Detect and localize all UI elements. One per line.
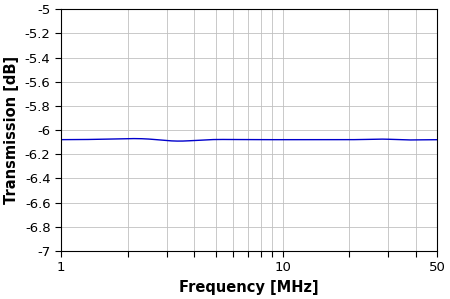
X-axis label: Frequency [MHz]: Frequency [MHz]: [180, 280, 319, 295]
Y-axis label: Transmission [dB]: Transmission [dB]: [4, 56, 19, 204]
